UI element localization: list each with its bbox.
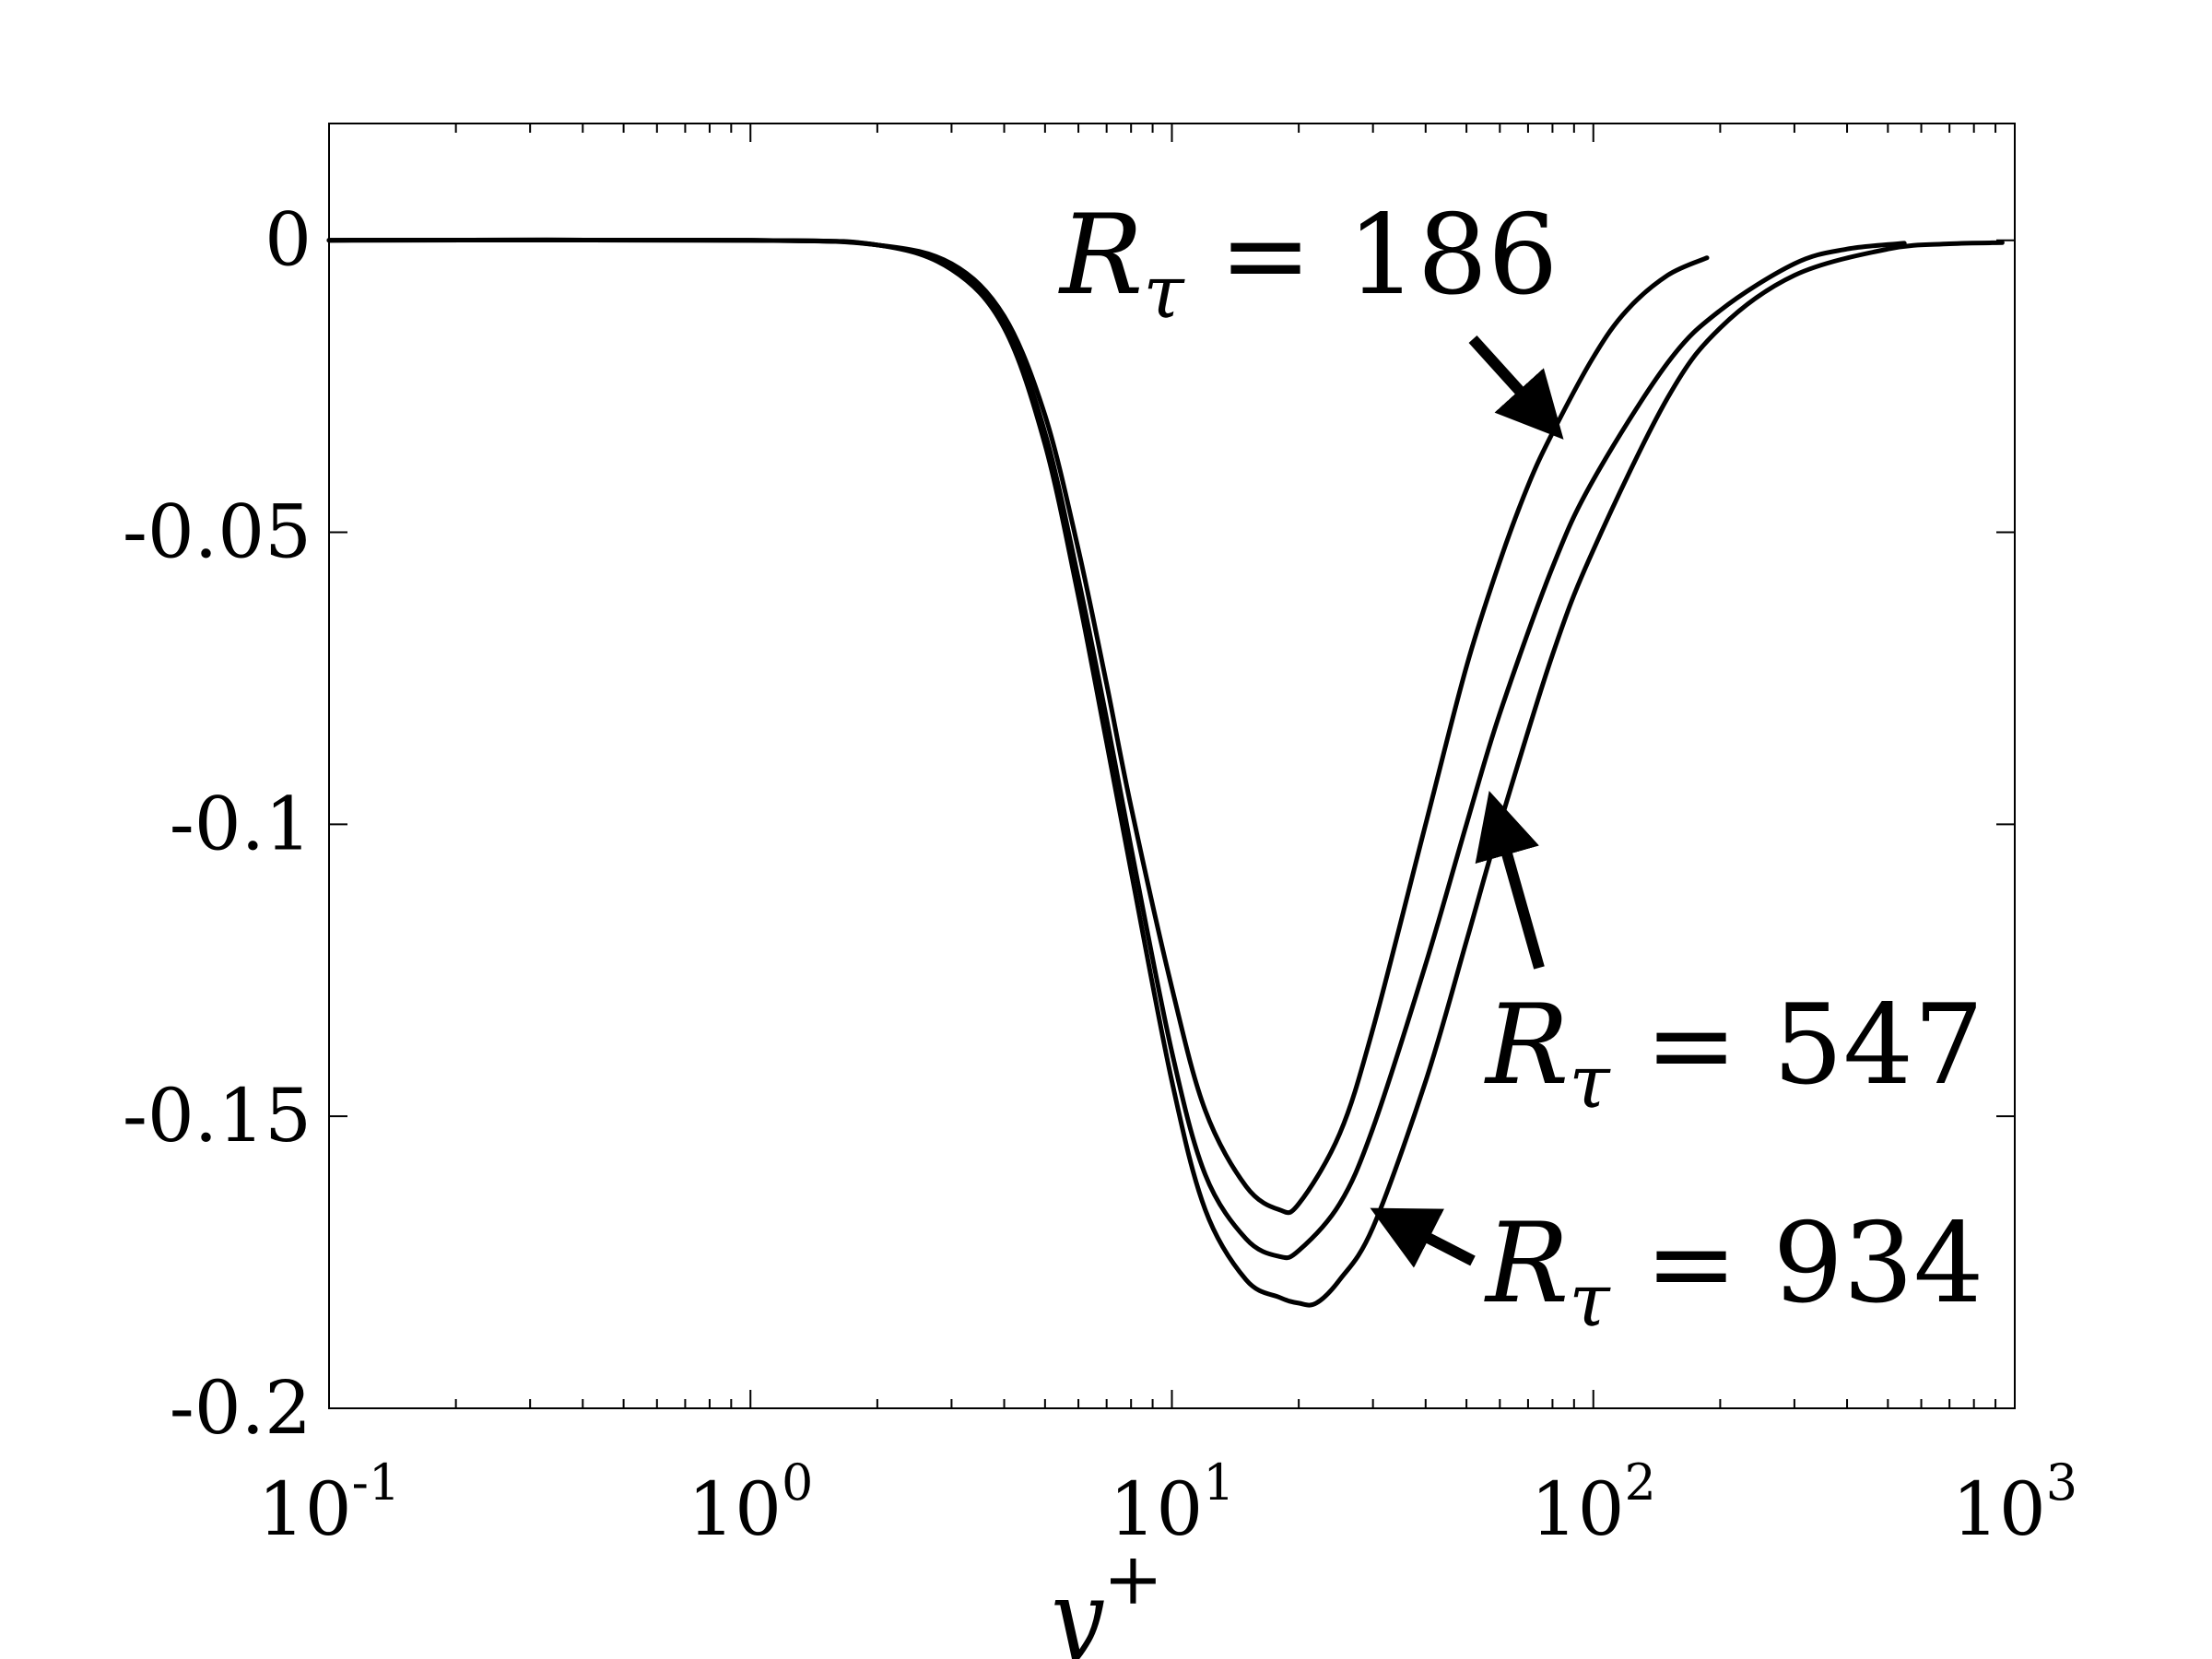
y-tick-label: -0.2: [170, 1365, 312, 1451]
series-line: [326, 237, 1710, 1216]
y-tick-label: 0: [265, 197, 312, 283]
y-tick-label: -0.05: [123, 489, 312, 575]
annotation-label: Rτ = 186: [1058, 192, 1559, 335]
y-tick-labels: 0 -0.05 -0.1 -0.15 -0.2: [123, 197, 312, 1451]
annotation-arrow: [1475, 791, 1545, 970]
x-axis-label-sup: +: [1103, 1538, 1163, 1621]
x-tick-label: 101: [1109, 1453, 1234, 1552]
x-tick-label: 100: [688, 1453, 813, 1552]
y-tick-label: -0.1: [170, 781, 312, 866]
minor-ticks: [454, 124, 1997, 1408]
annotation-label: Rτ = 934: [1484, 1200, 1984, 1343]
annotation-arrow: [1370, 1207, 1476, 1268]
annotation-arrow: [1468, 335, 1564, 440]
x-axis-label-main: y: [1045, 1560, 1104, 1659]
x-tick-labels: 10-1 100 101 102 103: [258, 1453, 2077, 1552]
major-ticks: [328, 124, 2016, 1409]
series-line: [326, 237, 1907, 1261]
annotation-label: Rτ = 547: [1484, 982, 1984, 1124]
annotations: Rτ = 186 Rτ = 547 Rτ = 934: [1058, 192, 1984, 1343]
x-axis-label: y+: [1045, 1538, 1163, 1659]
x-tick-label: 10-1: [258, 1453, 400, 1552]
x-tick-label: 103: [1952, 1453, 2077, 1552]
series-line: [326, 237, 2005, 1308]
y-tick-label: -0.15: [123, 1073, 312, 1159]
x-tick-label: 102: [1531, 1453, 1656, 1552]
series-lines: [326, 237, 2005, 1308]
